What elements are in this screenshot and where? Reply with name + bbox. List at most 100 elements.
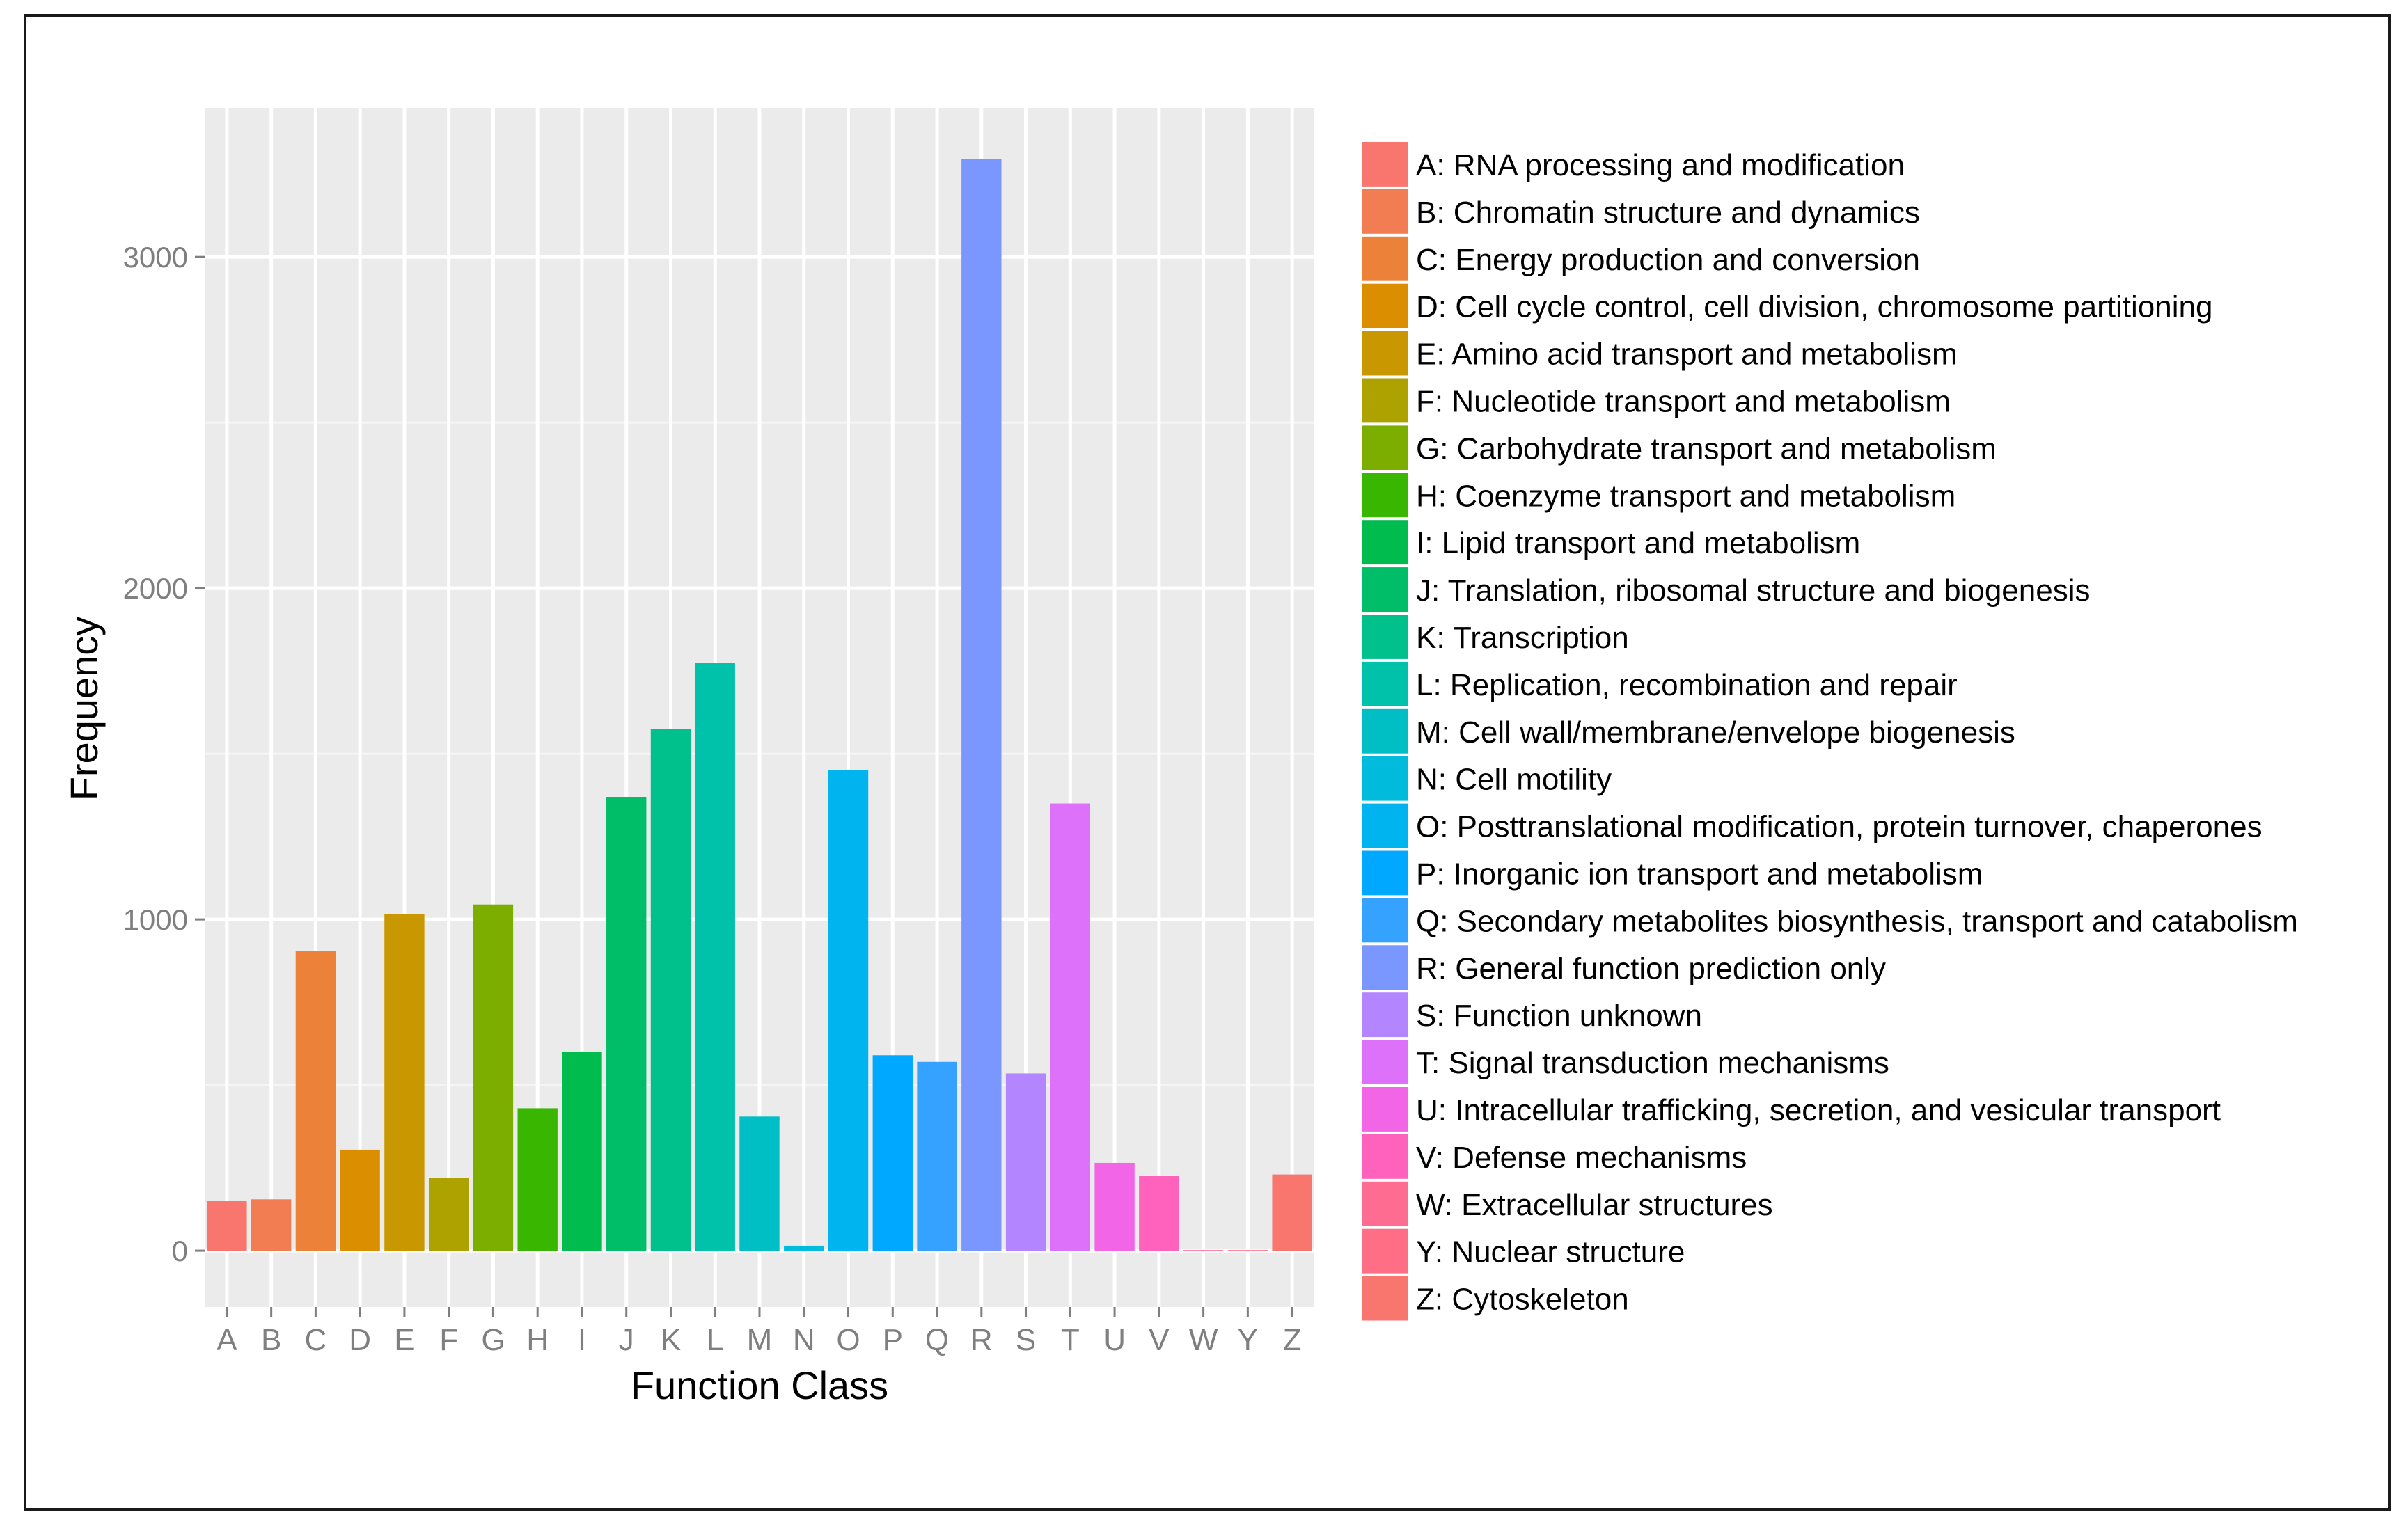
bar-w [1183,1250,1224,1251]
legend-key-j [1361,566,1410,613]
legend-key-f [1361,377,1410,425]
bar-u [1094,1162,1135,1251]
x-tick-label-r: R [970,1323,993,1357]
legend-key-p [1361,849,1410,897]
legend-label-u: U: Intracellular trafficking, secretion,… [1416,1093,2221,1127]
x-tick-label-n: N [793,1323,815,1357]
bar-r [961,159,1002,1251]
legend-key-n [1361,754,1410,802]
bar-m [739,1116,780,1251]
bar-s [1005,1073,1046,1251]
legend-label-w: W: Extracellular structures [1416,1188,1773,1222]
legend-label-j: J: Translation, ribosomal structure and … [1416,573,2091,608]
legend-label-g: G: Carbohydrate transport and metabolism [1416,431,1997,466]
legend-label-i: I: Lipid transport and metabolism [1416,526,1860,560]
legend-key-t [1361,1038,1410,1086]
x-tick-label-s: S [1016,1323,1036,1357]
y-tick-label: 3000 [123,241,188,274]
legend-key-y [1361,1227,1410,1275]
y-tick-label: 2000 [123,572,188,605]
x-axis-title: Function Class [631,1363,888,1407]
x-tick-label-w: W [1189,1323,1218,1357]
x-tick-label-z: Z [1283,1323,1302,1357]
legend-key-q [1361,896,1410,944]
legend-label-k: K: Transcription [1416,621,1629,655]
bar-v [1139,1175,1179,1251]
bar-n [784,1245,824,1251]
bar-g [473,904,514,1251]
legend-key-o [1361,802,1410,850]
legend-label-f: F: Nucleotide transport and metabolism [1416,384,1951,418]
bar-z [1272,1174,1312,1251]
x-tick-label-v: V [1149,1323,1170,1357]
y-tick-label: 0 [172,1235,188,1267]
legend-key-g [1361,424,1410,472]
legend-label-r: R: General function prediction only [1416,951,1886,985]
bar-l [695,663,735,1251]
bar-k [650,729,691,1251]
legend-label-p: P: Inorganic ion transport and metabolis… [1416,857,1983,891]
legend-key-l [1361,660,1410,708]
x-tick-label-m: M [747,1323,773,1357]
bar-q [917,1061,957,1251]
x-tick-label-i: I [578,1323,586,1357]
legend-key-w [1361,1180,1410,1228]
legend-label-q: Q: Secondary metabolites biosynthesis, t… [1416,904,2298,938]
legend-label-v: V: Defense mechanisms [1416,1141,1747,1175]
x-tick-label-c: C [305,1323,327,1357]
legend-key-z [1361,1274,1410,1322]
legend-label-s: S: Function unknown [1416,999,1702,1033]
legend-key-u [1361,1086,1410,1133]
x-tick-label-h: H [526,1323,549,1357]
bar-y [1227,1250,1268,1251]
legend-label-c: C: Energy production and conversion [1416,243,1920,277]
y-tick-label: 1000 [123,903,188,936]
x-tick-label-e: E [394,1323,414,1357]
legend-label-z: Z: Cytoskeleton [1416,1283,1629,1317]
x-tick-label-l: L [707,1323,723,1357]
bar-c [295,951,336,1251]
legend-key-i [1361,518,1410,567]
x-tick-label-a: A [217,1323,237,1357]
bar-b [251,1199,292,1251]
bar-p [872,1055,913,1251]
legend-key-k [1361,613,1410,660]
bar-i [562,1052,602,1251]
bar-a [207,1201,247,1251]
x-tick-label-u: U [1103,1323,1126,1357]
x-tick-label-t: T [1061,1323,1080,1357]
legend-key-s [1361,991,1410,1039]
bar-f [428,1178,469,1251]
bar-o [828,770,869,1251]
legend-label-e: E: Amino acid transport and metabolism [1416,338,1958,372]
legend-label-o: O: Posttranslational modification, prote… [1416,810,2263,844]
x-tick-label-b: B [261,1323,281,1357]
x-tick-label-p: P [883,1323,903,1357]
bar-t [1050,803,1091,1251]
legend-key-a [1361,141,1410,188]
legend-key-d [1361,282,1410,330]
legend-key-b [1361,187,1410,235]
bar-h [517,1108,558,1251]
x-tick-label-d: D [349,1323,371,1357]
legend-key-e [1361,329,1410,377]
legend-key-r [1361,944,1410,992]
legend-label-d: D: Cell cycle control, cell division, ch… [1416,290,2212,324]
legend-key-v [1361,1132,1410,1180]
x-tick-label-q: Q [925,1323,949,1357]
x-tick-label-j: J [619,1323,634,1357]
legend-key-m [1361,707,1410,755]
legend-key-h [1361,471,1410,519]
x-tick-label-y: Y [1238,1323,1258,1357]
legend-key-c [1361,235,1410,283]
x-tick-label-k: K [661,1323,681,1357]
legend-label-h: H: Coenzyme transport and metabolism [1416,479,1955,513]
legend-label-t: T: Signal transduction mechanisms [1416,1046,1889,1080]
legend-label-m: M: Cell wall/membrane/envelope biogenesi… [1416,715,2015,750]
x-tick-label-o: O [836,1323,860,1357]
bar-d [340,1149,380,1251]
bar-e [384,914,425,1251]
x-tick-label-g: G [481,1323,505,1357]
legend-label-l: L: Replication, recombination and repair [1416,668,1958,702]
